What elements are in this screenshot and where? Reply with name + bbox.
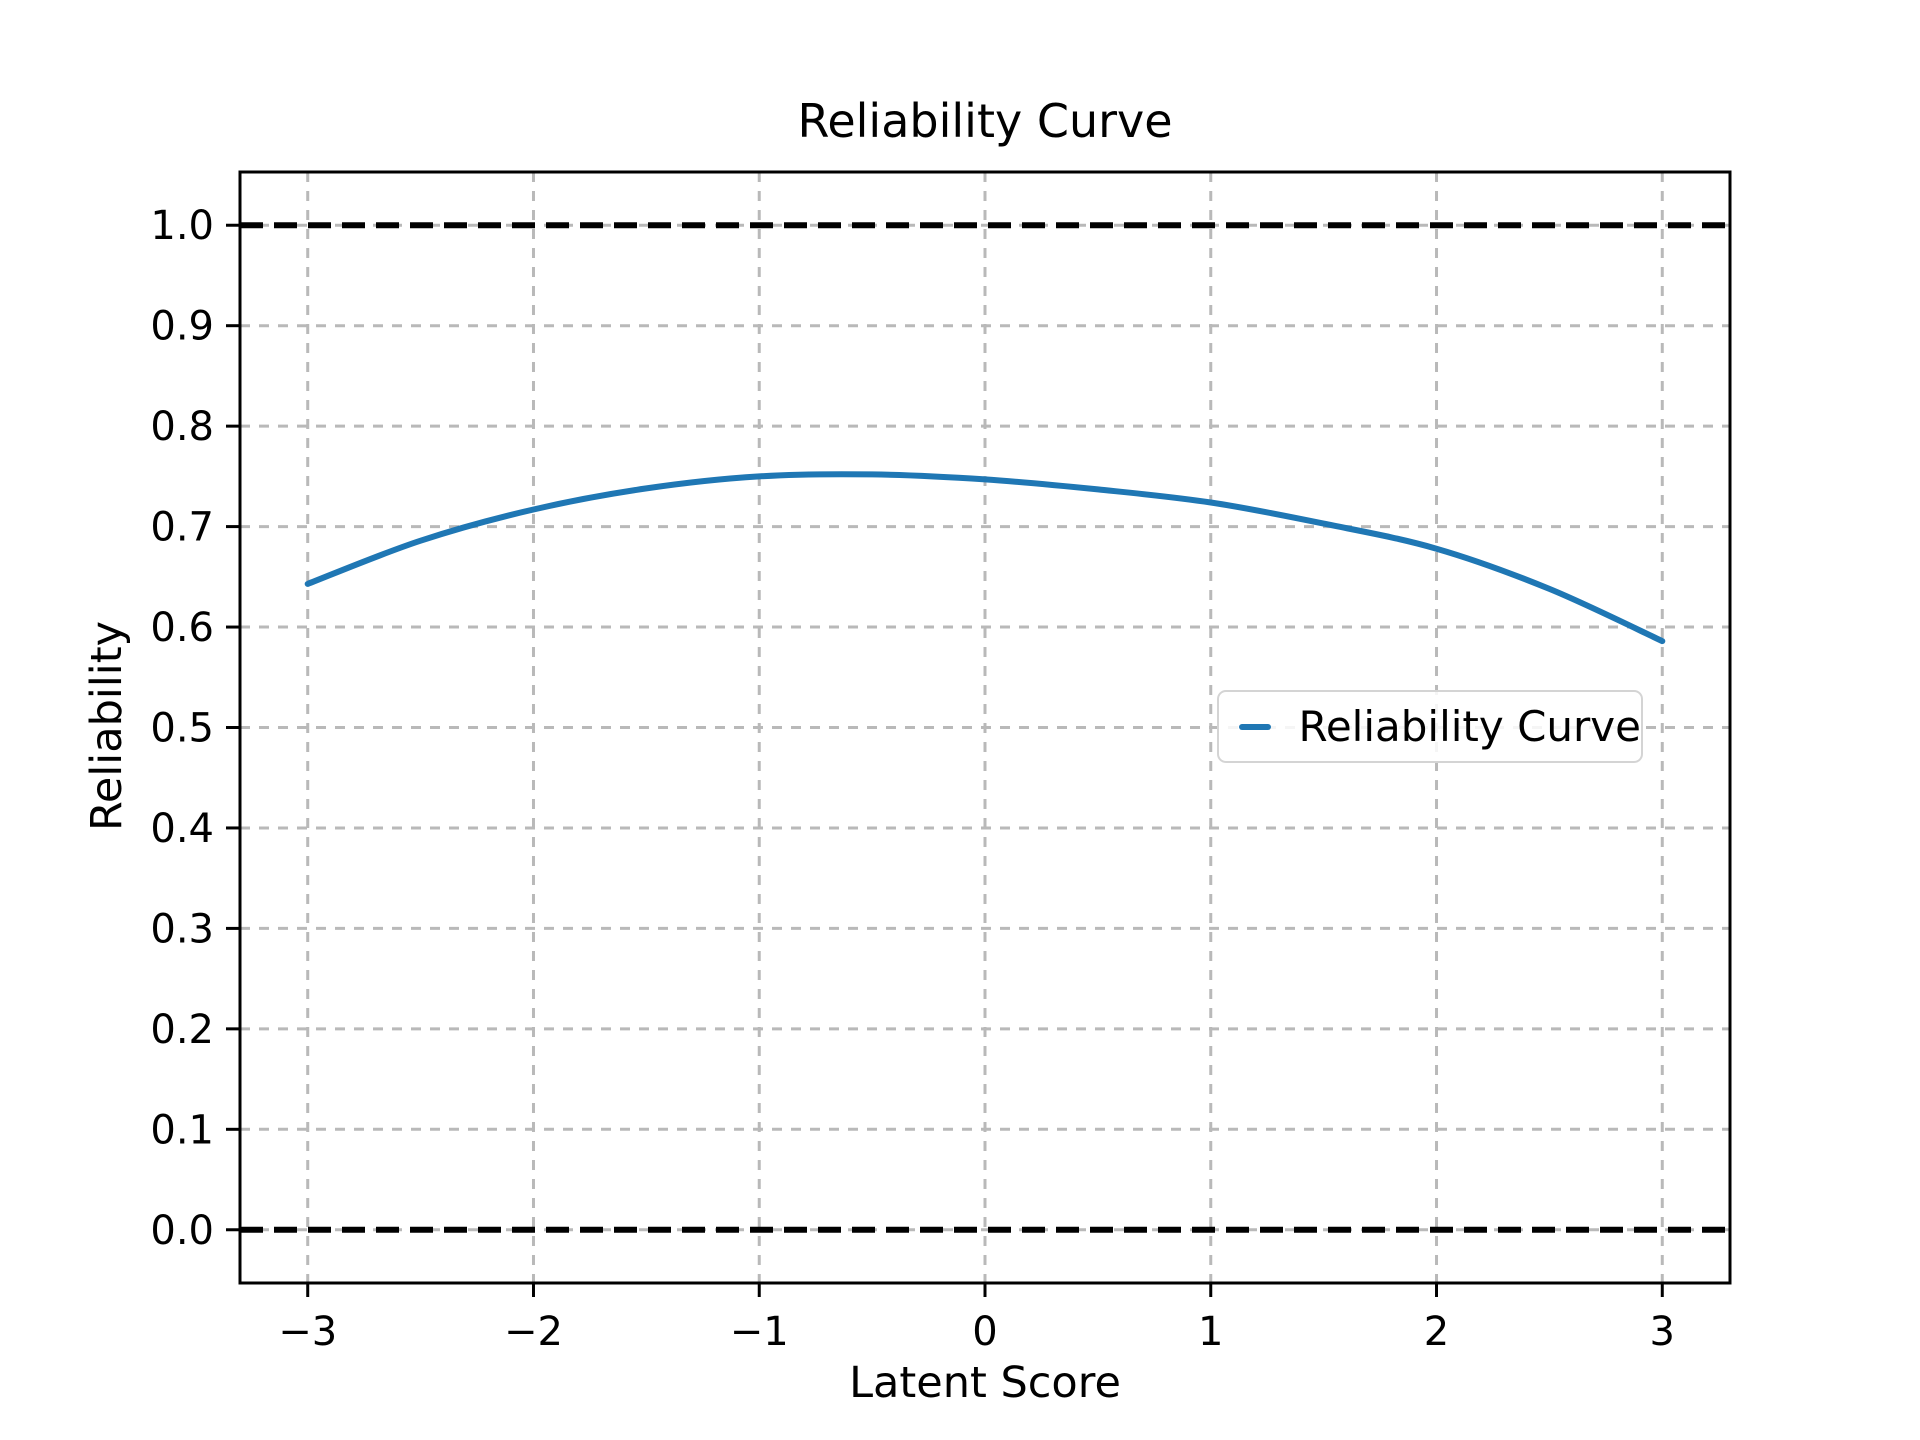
x-tick-label: −3 [278,1309,337,1355]
y-tick-label: 0.9 [150,304,214,350]
y-tick-label: 0.3 [150,906,214,952]
x-axis-label: Latent Score [849,1358,1121,1408]
legend-label: Reliability Curve [1298,702,1641,751]
x-tick-label: 0 [972,1309,997,1355]
x-tick-label: 2 [1424,1309,1449,1355]
y-tick-label: 1.0 [150,203,214,249]
y-tick-label: 0.5 [150,706,214,752]
series-line [304,471,1666,645]
y-tick-label: 0.6 [150,605,214,651]
y-tick-label: 0.0 [150,1208,214,1254]
y-tick-label: 0.2 [150,1007,214,1053]
legend-line-swatch [1239,723,1271,730]
y-tick-label: 0.7 [150,505,214,551]
y-axis-label: Reliability [82,620,132,832]
x-tick-label: 1 [1198,1309,1223,1355]
x-tick-label: 3 [1650,1309,1675,1355]
y-tick-label: 0.8 [150,404,214,450]
x-tick-label: −2 [504,1309,563,1355]
y-tick-label: 0.1 [150,1107,214,1153]
y-tick-label: 0.4 [150,806,214,852]
legend-box: Reliability Curve [1217,690,1643,763]
chart-title: Reliability Curve [797,94,1173,148]
x-tick-label: −1 [730,1309,789,1355]
